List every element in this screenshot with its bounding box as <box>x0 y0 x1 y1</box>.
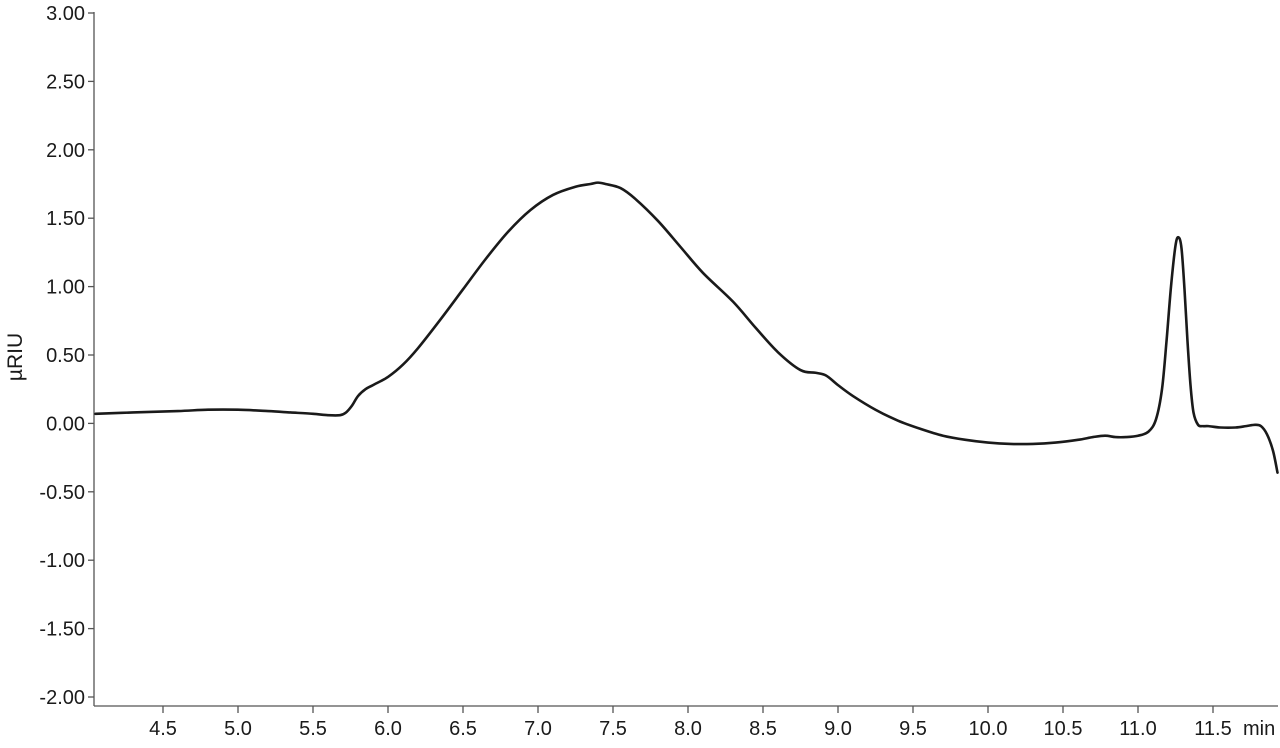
series-line-trace <box>94 181 1279 474</box>
y-axis-ticks: 3.00 2.50 2.00 1.50 1.00 0.50 0.00 -0.50 -1.00 -1… <box>39 3 94 709</box>
x-tick-label: 11.5 <box>1194 718 1231 740</box>
y-tick-label: 1.00 <box>46 277 85 299</box>
x-tick-label: 6.0 <box>374 718 402 740</box>
y-tick-label: -1.00 <box>39 550 85 572</box>
x-tick-label: 9.0 <box>824 718 852 740</box>
y-tick-label: 3.00 <box>46 3 85 25</box>
y-axis-title: µRIU <box>4 333 27 381</box>
x-tick-label: 11.0 <box>1119 718 1156 740</box>
x-tick-label: 10.0 <box>969 718 1008 740</box>
x-tick-label: 7.5 <box>599 718 627 740</box>
x-axis-unit-label: min <box>1243 718 1275 740</box>
x-tick-label: 10.5 <box>1044 718 1083 740</box>
y-tick-label: 1.50 <box>46 208 85 230</box>
x-tick-label: 7.0 <box>524 718 552 740</box>
x-tick-label: 9.5 <box>899 718 927 740</box>
x-axis-ticks: 4.5 5.0 5.5 6.0 6.5 7.0 7.5 8.0 8.5 9.0 9.5 10.0 10.… <box>149 706 1232 740</box>
y-tick-label: -2.00 <box>39 687 85 709</box>
x-tick-label: 8.5 <box>749 718 777 740</box>
y-tick-label: 2.00 <box>46 140 85 162</box>
x-tick-label: 5.5 <box>299 718 327 740</box>
x-tick-label: 4.5 <box>149 718 177 740</box>
y-tick-label: 0.00 <box>46 413 85 435</box>
y-tick-label: -0.50 <box>39 482 85 504</box>
y-tick-label: 2.50 <box>46 71 85 93</box>
x-tick-label: 6.5 <box>449 718 477 740</box>
y-tick-label: -1.50 <box>39 619 85 641</box>
y-tick-label: 0.50 <box>46 345 85 367</box>
x-tick-label: 8.0 <box>674 718 702 740</box>
x-tick-label: 5.0 <box>224 718 252 740</box>
